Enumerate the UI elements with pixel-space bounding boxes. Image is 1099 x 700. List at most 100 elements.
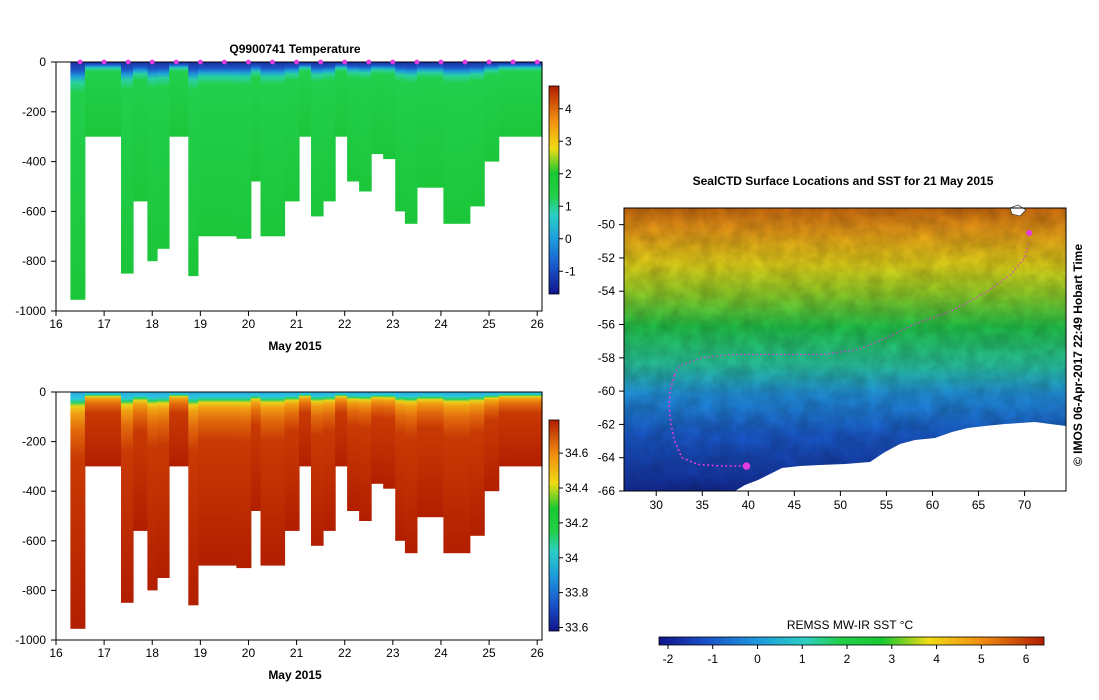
p2-x-tick-label: 19 [194, 646, 208, 660]
sst-x-tick-label: 50 [834, 498, 848, 512]
p2-profile-7 [169, 392, 177, 467]
sst-colorbar-tick-label: 2 [844, 652, 851, 666]
p1-profile-27 [404, 62, 418, 224]
p2-cb-tick-label: 34 [565, 551, 579, 565]
p1-cb-tick-label: 3 [565, 134, 572, 148]
p2-profile-21 [335, 392, 348, 467]
salinity-colorbar-ticks: 34.6 34.4 34.2 34 33.8 33.6 [559, 446, 589, 635]
p2-profile-6 [157, 392, 170, 578]
p1-profile-25 [383, 62, 396, 160]
p2-profile-14 [250, 392, 262, 511]
antarctic-land [735, 422, 1066, 491]
sst-y-tick-label: -56 [598, 318, 616, 332]
p1-profile-10 [198, 62, 211, 237]
p2-profile-32 [469, 392, 485, 536]
sst-y-tick-label: -50 [598, 218, 616, 232]
sst-x-tick-label: 30 [650, 498, 664, 512]
p1-profile-31 [455, 62, 471, 224]
temperature-panel: Q9900741 Temperature 16 17 18 19 20 21 22 23 24 2… [15, 42, 576, 353]
p1-y-tick-label: -600 [22, 204, 46, 218]
p2-y-tick-label: -1000 [15, 633, 46, 647]
sst-colorbar-tick-label: 3 [888, 652, 895, 666]
p1-cb-tick-label: 2 [565, 167, 572, 181]
p1-profile-21 [335, 62, 348, 137]
surface-marker-11 [342, 59, 348, 65]
p1-profile-15 [260, 62, 271, 237]
p1-profile-23 [359, 62, 372, 192]
p1-profile-28 [416, 62, 430, 188]
surface-marker-18 [510, 59, 516, 65]
sst-colorbar-tick-label: 1 [799, 652, 806, 666]
p2-cb-tick-label: 34.4 [565, 481, 589, 495]
p1-cb-tick-label: 0 [565, 232, 572, 246]
p2-profile-11 [210, 392, 223, 566]
p1-profile-3 [121, 62, 134, 274]
p2-profile-28 [416, 392, 430, 518]
p1-profile-22 [347, 62, 360, 182]
p1-profile-9 [188, 62, 199, 277]
p2-x-tick-label: 20 [242, 646, 256, 660]
p2-profile-30 [443, 392, 456, 554]
p2-profile-23 [359, 392, 372, 521]
p2-y-tick-label: -600 [22, 534, 46, 548]
p1-x-tick-label: 16 [49, 317, 63, 331]
sst-y-tick-label: -64 [598, 451, 616, 465]
temperature-colorbar-ticks: 4 3 2 1 0 -1 [559, 102, 576, 278]
p1-cb-tick-label: 1 [565, 199, 572, 213]
sst-y-tick-label: -66 [598, 484, 616, 498]
p1-profile-4 [133, 62, 148, 202]
sst-map-y-ticks: -50 -52 -54 -56 -58 -60 -62 -64 -66 [598, 218, 624, 498]
p2-profile-26 [395, 392, 406, 541]
p2-profile-8 [176, 392, 189, 467]
sst-colorbar-panel: REMSS MW-IR SST °C -2 -1 0 1 2 3 4 5 6 [658, 618, 1045, 666]
p1-y-tick-label: -200 [22, 105, 46, 119]
current-position-marker [742, 462, 751, 470]
p2-profile-15 [260, 392, 271, 566]
p1-profile-24 [371, 62, 384, 155]
p1-profile-13 [236, 62, 252, 239]
p1-x-tick-label: 23 [386, 317, 400, 331]
sst-y-tick-label: -52 [598, 251, 616, 265]
p2-profile-33 [484, 392, 500, 492]
salinity-profile-columns [70, 392, 543, 629]
p2-x-tick-label: 16 [49, 646, 63, 660]
p2-profile-12 [222, 392, 237, 566]
p2-profile-4 [133, 392, 148, 531]
p2-profile-19 [311, 392, 324, 546]
p2-x-tick-label: 21 [290, 646, 304, 660]
p1-profile-34 [498, 62, 514, 137]
sst-x-tick-label: 70 [1018, 498, 1032, 512]
p1-profile-5 [147, 62, 158, 262]
surface-marker-19 [534, 59, 540, 65]
p2-profile-20 [323, 392, 336, 531]
p2-profile-17 [284, 392, 300, 531]
surface-marker-12 [366, 59, 372, 65]
sst-x-tick-label: 40 [742, 498, 756, 512]
p1-profile-1 [84, 62, 100, 137]
surface-marker-10 [318, 59, 324, 65]
p2-profile-35 [513, 392, 529, 467]
surface-marker-14 [414, 59, 420, 65]
p2-profile-9 [188, 392, 199, 606]
p2-y-tick-label: -200 [22, 435, 46, 449]
seal-track-south [668, 374, 747, 467]
p2-profile-5 [147, 392, 158, 591]
surface-marker-15 [438, 59, 444, 65]
surface-marker-5 [198, 59, 203, 65]
sst-colorbar-tick-label: 0 [754, 652, 761, 666]
p2-profile-0 [70, 392, 86, 629]
p1-profile-36 [527, 62, 543, 137]
p1-profile-32 [469, 62, 485, 207]
p2-profile-36 [527, 392, 543, 467]
surface-marker-16 [462, 59, 468, 65]
p1-x-tick-label: 26 [531, 317, 545, 331]
surface-marker-17 [486, 59, 492, 65]
seal-track [674, 241, 1030, 375]
p1-profile-12 [222, 62, 237, 237]
p1-profile-30 [443, 62, 456, 224]
p2-x-tick-label: 17 [97, 646, 111, 660]
p1-profile-33 [484, 62, 500, 162]
p1-profile-16 [270, 62, 286, 237]
p2-profile-10 [198, 392, 211, 566]
